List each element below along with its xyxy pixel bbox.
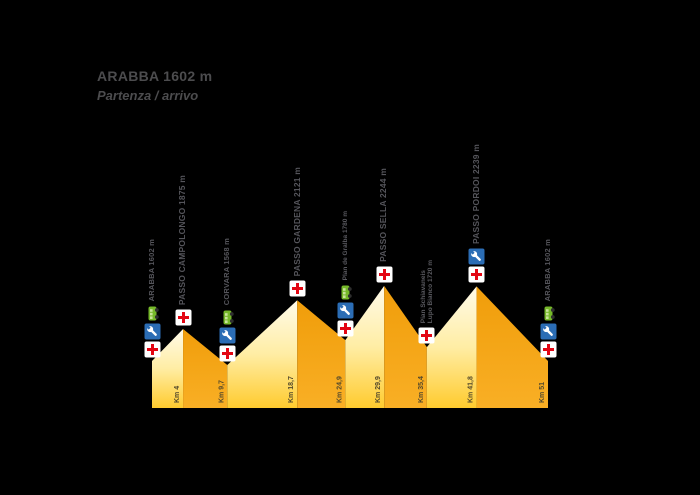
title-block: ARABBA 1602 m Partenza / arrivo <box>97 68 212 103</box>
medical-aid-icon <box>540 341 557 358</box>
waypoint-plan-de-gralba: Plan de Gralba 1780 m <box>336 211 355 337</box>
profile-segment-descent <box>183 329 228 408</box>
waypoint-label-line: Pian Schiavaneis <box>419 270 427 324</box>
mechanic-wrench-icon <box>468 248 485 265</box>
waypoint-label-line: PASSO SELLA 2244 m <box>378 168 389 262</box>
waypoint-label-line: PASSO CAMPOLONGO 1875 m <box>177 174 188 306</box>
profile-segment-descent <box>476 286 548 408</box>
medical-aid-icon <box>468 266 485 283</box>
waypoint-label: PASSO SELLA 2244 m <box>378 168 389 262</box>
km-marker-label: Km 51 <box>539 382 546 403</box>
waypoint-label-line: ARABBA 1602 m <box>542 238 552 301</box>
profile-segment-ascent <box>227 300 298 408</box>
km-marker-label: Km 18,7 <box>288 376 295 403</box>
waypoint-passo-gardena: PASSO GARDENA 2121 m <box>288 167 307 297</box>
page-title: ARABBA 1602 m <box>97 68 213 84</box>
mechanic-wrench-icon <box>219 327 236 344</box>
medical-aid-icon <box>144 341 161 358</box>
waypoint-arabba-start: ARABBA 1602 m <box>143 239 162 358</box>
km-marker-label: Km 41,8 <box>468 376 475 403</box>
km-marker-label: Km 4 <box>174 386 181 403</box>
mechanic-wrench-icon <box>144 323 161 340</box>
waypoint-label: PASSO PORDOI 2239 m <box>470 144 481 245</box>
profile-segment-ascent <box>152 329 184 408</box>
waypoint-label-line: Lupo Bianco 1720 m <box>426 259 434 324</box>
waypoint-label-line: PASSO PORDOI 2239 m <box>470 144 481 245</box>
profile-segment-descent <box>384 285 427 408</box>
refreshment-van-icon <box>144 305 161 322</box>
waypoint-label: PASSO CAMPOLONGO 1875 m <box>177 174 188 306</box>
profile-segment-descent <box>297 300 346 408</box>
refreshment-van-icon <box>540 305 557 322</box>
medical-aid-icon <box>289 280 306 297</box>
mountain-profile-segments <box>152 285 548 408</box>
start-finish-subtitle: Partenza / arrivo <box>97 88 199 103</box>
waypoint-passo-campolongo: PASSO CAMPOLONGO 1875 m <box>174 175 193 326</box>
waypoint-label: Pian Schiavaneis Lupo Bianco 1720 m <box>420 260 434 323</box>
waypoint-lupo-bianco: Pian Schiavaneis Lupo Bianco 1720 m <box>417 260 436 344</box>
refreshment-van-icon <box>219 309 236 326</box>
mechanic-wrench-icon <box>540 323 557 340</box>
profile-segment-ascent <box>426 286 477 408</box>
waypoint-label-line: CORVARA 1568 m <box>222 237 232 305</box>
medical-aid-icon <box>175 309 192 326</box>
waypoint-label: CORVARA 1568 m <box>222 237 232 305</box>
waypoint-corvara: CORVARA 1568 m <box>218 238 237 362</box>
waypoint-label-line: ARABBA 1602 m <box>146 238 156 301</box>
medical-aid-icon <box>337 320 354 337</box>
mechanic-wrench-icon <box>337 302 354 319</box>
refreshment-van-icon <box>337 284 354 301</box>
waypoint-label: ARABBA 1602 m <box>542 238 552 301</box>
medical-aid-icon <box>219 345 236 362</box>
medical-aid-icon <box>376 266 393 283</box>
km-marker-label: Km 29,9 <box>375 376 382 403</box>
km-marker-labels: Km 4 Km 9,7 Km 18,7 Km 24,9 Km 29,9 Km 35,4 Km… <box>174 376 546 403</box>
km-marker-label: Km 9,7 <box>218 380 225 403</box>
waypoint-arabba-finish: ARABBA 1602 m <box>539 239 558 358</box>
waypoint-passo-pordoi: PASSO PORDOI 2239 m <box>467 144 486 283</box>
km-marker-label: Km 24,9 <box>336 376 343 403</box>
waypoint-label: ARABBA 1602 m <box>146 238 156 301</box>
medical-aid-icon <box>418 327 435 344</box>
profile-segment-ascent <box>345 285 385 408</box>
km-marker-label: Km 35,4 <box>418 376 425 403</box>
waypoint-passo-sella: PASSO SELLA 2244 m <box>375 168 394 283</box>
waypoint-label-line: Plan de Gralba 1780 m <box>341 210 349 281</box>
waypoint-label: PASSO GARDENA 2121 m <box>291 166 302 277</box>
waypoint-label: Plan de Gralba 1780 m <box>342 211 349 280</box>
waypoint-label-line: PASSO GARDENA 2121 m <box>291 166 302 277</box>
